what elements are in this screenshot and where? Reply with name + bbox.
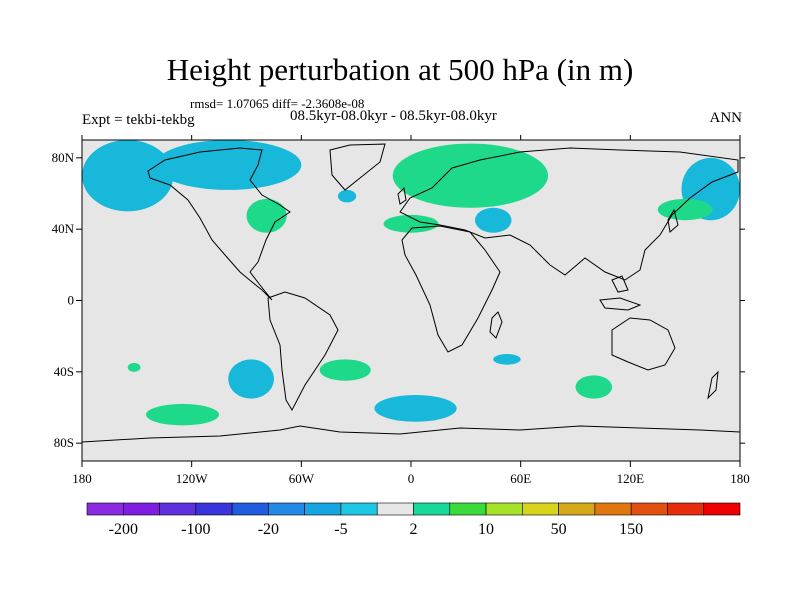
negative-anomaly-region-1 xyxy=(155,140,302,190)
lon-tick-label: 120E xyxy=(617,471,645,486)
colorbar-label: 50 xyxy=(551,521,567,538)
latitude-axis: 80N 40N 0 40S 80S xyxy=(52,150,745,450)
negative-anomaly-region-3 xyxy=(474,207,512,233)
lat-tick-label: 80S xyxy=(54,435,74,450)
lon-tick-label: 180 xyxy=(72,471,92,486)
colorbar-swatch-6 xyxy=(304,502,342,516)
colorbar-swatch-7 xyxy=(340,502,378,516)
positive-anomaly-region-12 xyxy=(319,359,371,381)
colorbar-swatch-11 xyxy=(485,502,523,516)
colorbar-swatch-3 xyxy=(195,502,233,516)
lon-tick-label: 60W xyxy=(289,471,315,486)
coastlines xyxy=(82,143,740,443)
positive-anomaly-region-14 xyxy=(145,403,220,426)
colorbar-swatch-2 xyxy=(159,502,197,516)
season-label: ANN xyxy=(709,110,743,126)
lat-tick-label: 0 xyxy=(68,293,75,308)
experiment-label: Expt = tekbi-tekbg xyxy=(82,112,195,128)
negative-anomaly-region-2 xyxy=(337,189,357,203)
colorbar: -200 -100 -20 -5 2 10 50 150 xyxy=(86,502,741,538)
colorbar-swatch-9 xyxy=(413,502,451,516)
lat-tick-label: 80N xyxy=(52,150,75,165)
positive-anomaly-region-9 xyxy=(383,214,439,233)
negative-anomaly-region-0 xyxy=(82,140,174,212)
lon-tick-label: 120W xyxy=(176,471,209,486)
colorbar-label: -5 xyxy=(334,521,347,538)
lat-tick-label: 40N xyxy=(52,221,75,236)
lon-tick-label: 180 xyxy=(730,471,750,486)
longitude-axis: 180 120W 60W 0 60E 120E 180 xyxy=(72,135,750,486)
positive-anomaly-region-8 xyxy=(246,198,287,233)
colorbar-swatch-5 xyxy=(268,502,305,516)
colorbar-swatch-4 xyxy=(231,502,269,516)
positive-anomaly-region-15 xyxy=(127,362,141,372)
colorbar-swatch-10 xyxy=(449,502,487,516)
chart-title: Height perturbation at 500 hPa (in m) xyxy=(166,52,634,87)
lon-tick-label: 0 xyxy=(408,471,415,486)
negative-anomaly-region-6 xyxy=(493,354,521,365)
experiment-subtitle: 08.5kyr-08.0kyr - 08.5kyr-08.0kyr xyxy=(290,108,497,124)
colorbar-swatch-17 xyxy=(703,502,741,516)
colorbar-swatch-8 xyxy=(376,502,414,516)
positive-anomaly-region-13 xyxy=(575,375,613,399)
colorbar-swatch-12 xyxy=(522,502,559,516)
colorbar-label: 150 xyxy=(619,521,643,538)
colorbar-label: 10 xyxy=(478,521,494,538)
colorbar-swatch-14 xyxy=(594,502,632,516)
colorbar-label: 2 xyxy=(410,521,418,538)
colorbar-swatch-16 xyxy=(667,502,705,516)
lon-tick-label: 60E xyxy=(510,471,531,486)
colorbar-swatch-15 xyxy=(630,502,668,516)
colorbar-swatch-13 xyxy=(558,502,596,516)
colorbar-swatch-0 xyxy=(86,502,124,516)
rmsd-stats: rmsd= 1.07065 diff= -2.3608e-08 xyxy=(190,96,365,111)
colorbar-label: -200 xyxy=(109,521,138,538)
negative-anomaly-region-7 xyxy=(374,395,457,422)
negative-anomaly-region-5 xyxy=(228,359,274,399)
anomaly-regions xyxy=(82,140,740,426)
colorbar-label: -100 xyxy=(181,521,210,538)
colorbar-label: -20 xyxy=(258,521,279,538)
positive-anomaly-region-10 xyxy=(392,143,549,208)
colorbar-swatch-1 xyxy=(122,502,160,516)
lat-tick-label: 40S xyxy=(54,364,74,379)
